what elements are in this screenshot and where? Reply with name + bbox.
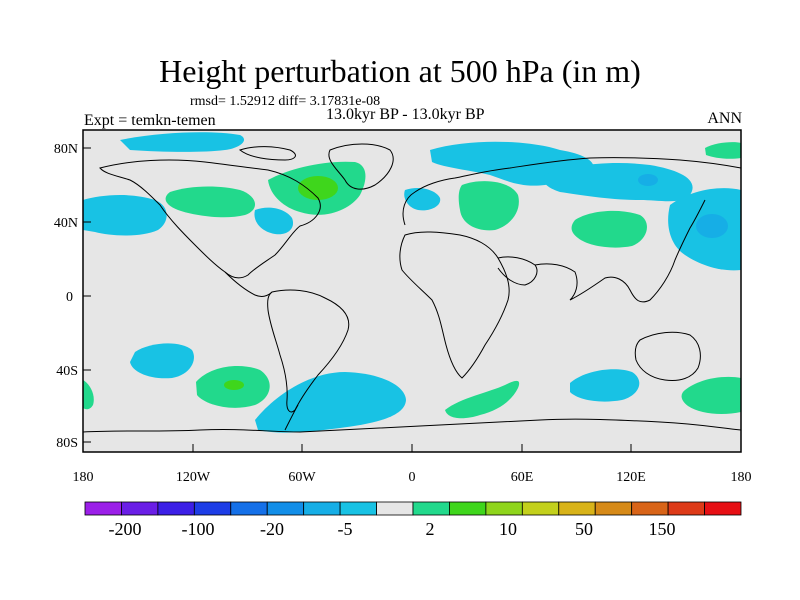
positive-area-alaska [165,186,256,218]
coastline-antarctic-peninsula [284,404,299,431]
positive-area-central-asia [571,210,647,248]
lat-tick-label: 80S [56,436,78,451]
negative-area-siberia [543,163,693,202]
coastline-asia-south [534,199,706,303]
coastline-australia [634,331,701,381]
coastline-greenland [328,143,394,190]
latitude-labels: 80N 40N 0 40S 80S [54,142,78,451]
positive-area-eurasia [458,181,519,231]
lon-tick-label: 120E [616,470,646,485]
colorbar-box [230,501,268,516]
latitude-axis [83,147,91,443]
colorbar-box [667,501,705,516]
colorbar-box [121,501,159,516]
colorbar-label: -5 [338,519,353,539]
plot-title: Height perturbation at 500 hPa (in m) [159,53,641,89]
negative-area-labrador [254,207,294,235]
colorbar-label: 150 [649,519,676,539]
colorbar-box [157,501,195,516]
negative-core-siberia [638,174,658,186]
coastline-central-america [224,271,273,297]
coastlines [83,143,741,433]
colorbar-box [485,501,523,516]
colorbar-box [558,501,596,516]
lon-tick-label: 180 [731,470,752,485]
longitude-axis [82,444,742,452]
season-label: ANN [707,110,742,127]
colorbar-box [594,501,633,516]
coastline-north-america [99,159,321,279]
lat-tick-label: 0 [66,290,73,305]
coastline-europe [402,157,741,226]
lon-tick-label: 120W [176,470,211,485]
lat-tick-label: 40S [56,364,78,379]
colorbar-box [339,501,377,516]
colorbar-box [376,501,414,516]
colorbar-labels: -200 -100 -20 -5 2 10 50 150 [109,519,676,539]
colorbar [84,501,742,516]
colorbar-box [303,501,341,516]
positive-core-north-america [298,176,338,200]
colorbar-label: -100 [182,519,215,539]
negative-core-north-pacific [696,214,728,238]
longitude-labels: 180 120W 60W 0 60E 120E 180 [73,470,752,485]
lon-tick-label: 180 [73,470,94,485]
colorbar-box [704,501,742,516]
period-label: 13.0kyr BP - 13.0kyr BP [326,106,485,123]
lon-tick-label: 60E [511,470,534,485]
lon-tick-label: 0 [409,470,416,485]
coastline-arabia [497,256,538,286]
negative-area-south-indian [570,369,640,402]
coastline-antarctica [83,418,741,433]
stats-line: rmsd= 1.52912 diff= 3.17831e-08 [190,94,381,109]
coastline-africa [399,231,510,379]
colorbar-box [449,501,487,516]
negative-area-south-atlantic [255,372,406,433]
colorbar-label: -20 [260,519,284,539]
colorbar-box [84,501,122,516]
positive-area-arctic-east [705,142,741,159]
positive-area-southwest-pacific [681,376,741,414]
colorbar-box [521,501,560,516]
colorbar-label: 2 [426,519,435,539]
coastline-arctic-islands [238,146,296,161]
experiment-label: Expt = temkn-temen [84,112,216,129]
colorbar-label: 10 [499,519,517,539]
colorbar-label: -200 [109,519,142,539]
negative-area-pacific-west [83,195,167,236]
negative-area-arctic [120,132,245,152]
lat-tick-label: 40N [54,216,78,231]
positive-core-southeast-pacific [224,380,244,390]
colorbar-box [631,501,669,516]
colorbar-box [412,501,450,516]
colorbar-box [266,501,305,516]
positive-area-south-pacific-edge [83,380,94,410]
lon-tick-label: 60W [288,470,316,485]
negative-area-south-pacific [130,343,194,379]
colorbar-box [193,501,232,516]
colorbar-label: 50 [575,519,593,539]
lat-tick-label: 80N [54,142,78,157]
positive-area-southern-indian [445,380,520,419]
